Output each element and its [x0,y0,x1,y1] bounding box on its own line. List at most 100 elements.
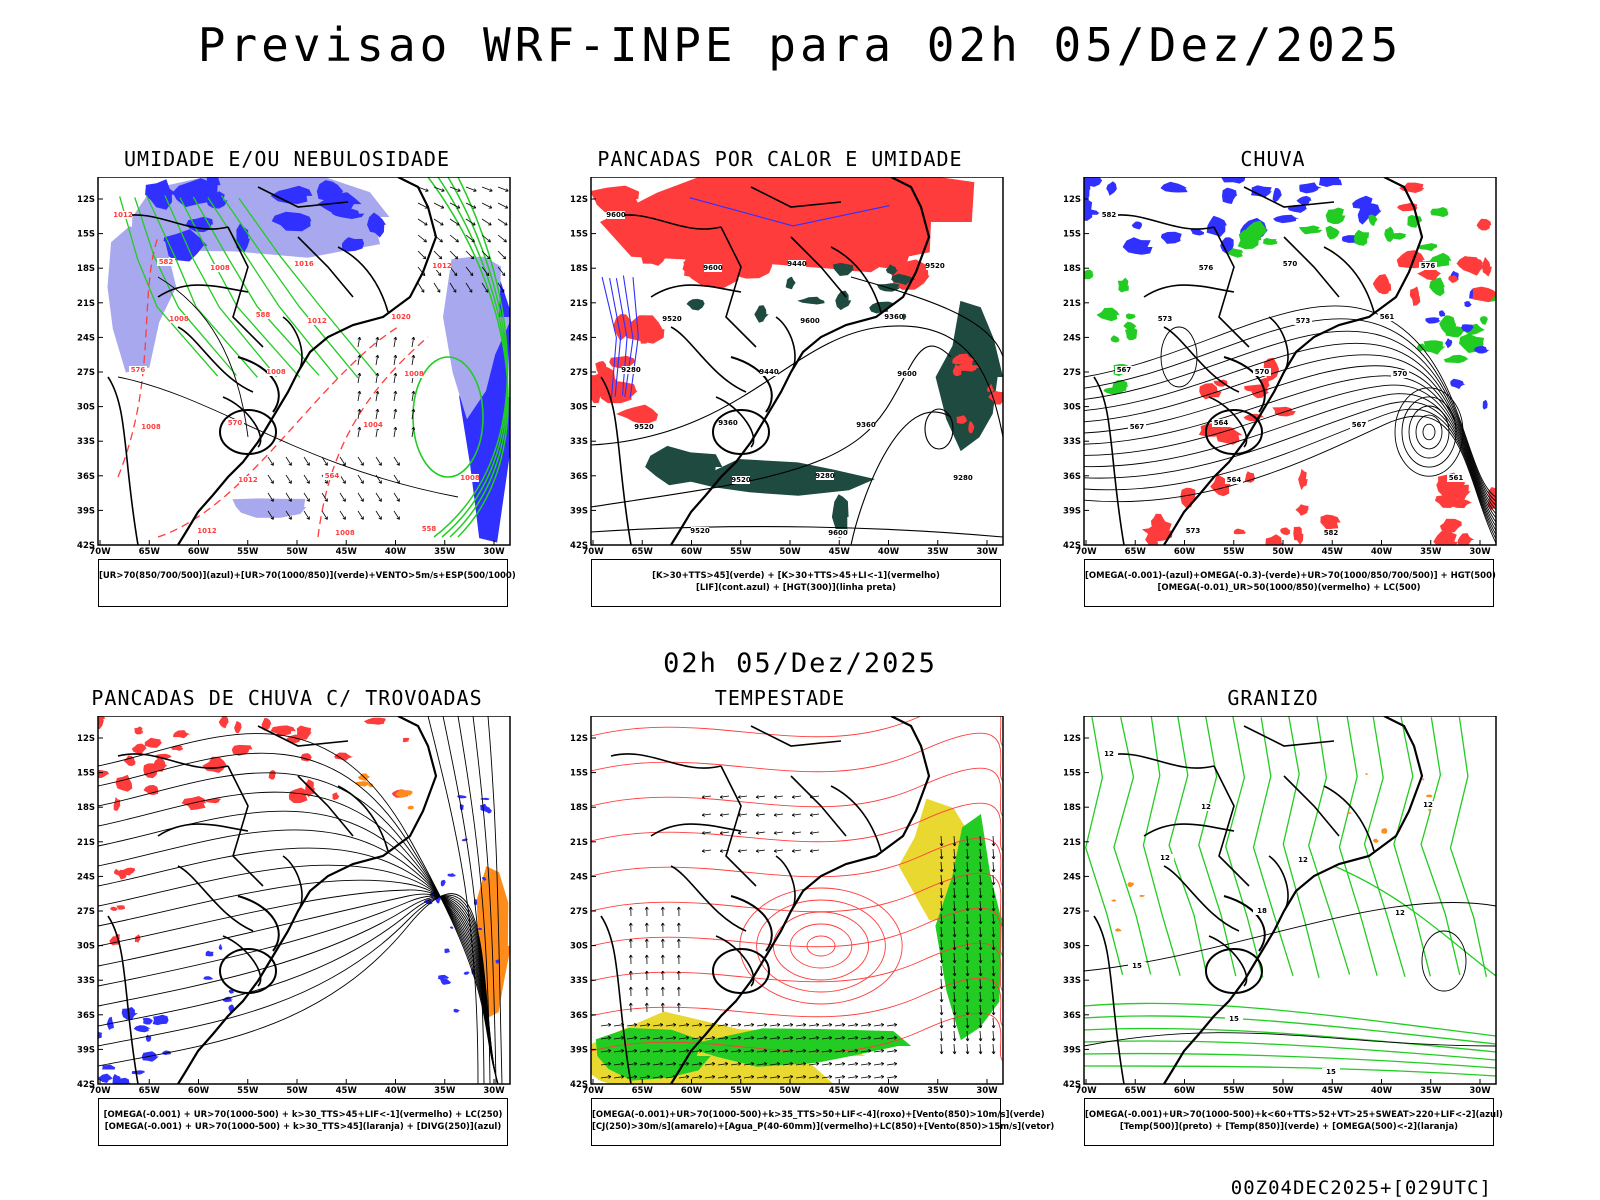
wind-vector-head [672,1035,677,1040]
wind-vector-head [737,849,742,853]
lc-850-contour [591,732,1003,782]
wind-vector-head [854,1035,859,1040]
country-border [157,284,249,298]
contour-label: 15 [1132,962,1142,970]
contour-label-bg [829,529,847,537]
wind-vector [743,1037,754,1040]
shaded-cell [152,1014,169,1026]
wind-vector-head [357,354,362,359]
lat-label: 15S [77,769,95,779]
wind-vector [433,202,444,209]
country-border [1213,226,1250,348]
contour-label: 9440 [787,260,807,268]
shaded-cell [1409,286,1421,306]
wind-vector-head [724,1035,729,1040]
shaded-cell [1357,203,1371,225]
contour-label-bg [857,421,875,429]
wind-vector [953,991,956,1003]
lifted-index-contour [615,278,628,396]
shaded-cell [1215,425,1243,445]
map-umidade: 1012 1008 1012 1008 1008 1012 1008 1012 1008 1008… [77,177,511,557]
wind-vector [940,1043,943,1055]
legend-line: [UR>70(850/700/500)](azul)+[UR>70(1000/8… [99,571,516,581]
contour-label-bg [1294,317,1312,325]
wind-vector-head [880,1035,885,1040]
coastline [1163,177,1424,545]
lat-label: 36S [1063,472,1081,482]
shaded-cell [113,868,120,876]
legend-line: [OMEGA(-0.001)-(azul)+OMEGA(-0.3)-(verde… [1085,571,1496,581]
wind-vector-head [815,1022,820,1027]
wind-vector [678,1037,689,1040]
wind-vector [795,1037,806,1040]
wind-vector-head [628,954,633,958]
country-border [600,376,632,545]
hgt-500-contour [1084,318,1496,502]
shaded-cell [270,185,313,204]
wind-vector-head [965,1025,970,1029]
wind-vector [795,1063,806,1066]
shaded-cell [449,926,454,929]
shaded-cell [1160,231,1182,244]
legend-line: [OMEGA(-0.001) + UR>70(1000-500) + k>30_… [104,1122,502,1132]
contour-label-bg [1225,476,1243,484]
shaded-cell [261,718,272,731]
wind-vector-head [485,272,490,276]
wind-vector-head [952,1051,957,1055]
country-border [1093,915,1125,1084]
contour-label: 12 [1395,909,1405,917]
lat-label: 15S [570,769,588,779]
lat-label: 36S [570,472,588,482]
wind-vector [992,900,995,912]
wind-vector [821,1076,832,1079]
wind-vector-head [750,1035,755,1040]
wind-vector-head [965,1012,970,1016]
contour-label-bg [1391,370,1409,378]
contour-label: 567 [1352,421,1367,429]
wind-vector-head [698,1048,703,1053]
wind-vector [393,474,400,484]
wind-vector-head [488,222,492,226]
wind-vector [953,1017,956,1029]
temp-850-contour [1085,716,1124,975]
shaded-cell [1125,313,1137,320]
temp-850-contour [1084,1015,1496,1045]
contour-label: 1008 [141,423,161,431]
wind-vector [626,1037,637,1040]
wind-vector-head [698,1022,703,1027]
wind-vector-head [965,947,970,951]
map-frame [1083,177,1497,546]
wind-vector-head [965,921,970,925]
shaded-cell [1457,533,1475,545]
lon-label: 65W [139,547,161,557]
wind-vector-head [324,516,328,520]
wind-vector [481,266,490,276]
hgt-300-contour [850,411,952,545]
shaded-cell [268,770,276,780]
wind-vector [639,1076,650,1079]
contour-label: 573 [1186,527,1201,535]
low-pressure-contour [1422,423,1436,441]
shaded-cell [296,725,312,740]
wind-vector [411,391,415,402]
wind-vector [808,1076,819,1079]
wind-vector [953,1043,956,1055]
wind-vector [375,391,379,402]
lc-850-contour [772,911,870,981]
wind-vector-head [411,390,416,395]
wind-vector-head [471,239,475,243]
wind-vector-head [501,289,505,293]
wind-vector [357,409,361,420]
wind-vector [834,1050,845,1053]
state-border [1205,409,1263,455]
wind-vector-head [360,498,364,502]
wind-vector [743,1050,754,1053]
lat-label: 24S [570,872,588,882]
lifted-index-contour [629,277,639,398]
country-border [670,326,747,393]
lon-label: 50W [1272,547,1294,557]
wind-vector [665,1024,676,1027]
lon-label: 55W [237,1086,259,1096]
shaded-cell [236,223,250,252]
